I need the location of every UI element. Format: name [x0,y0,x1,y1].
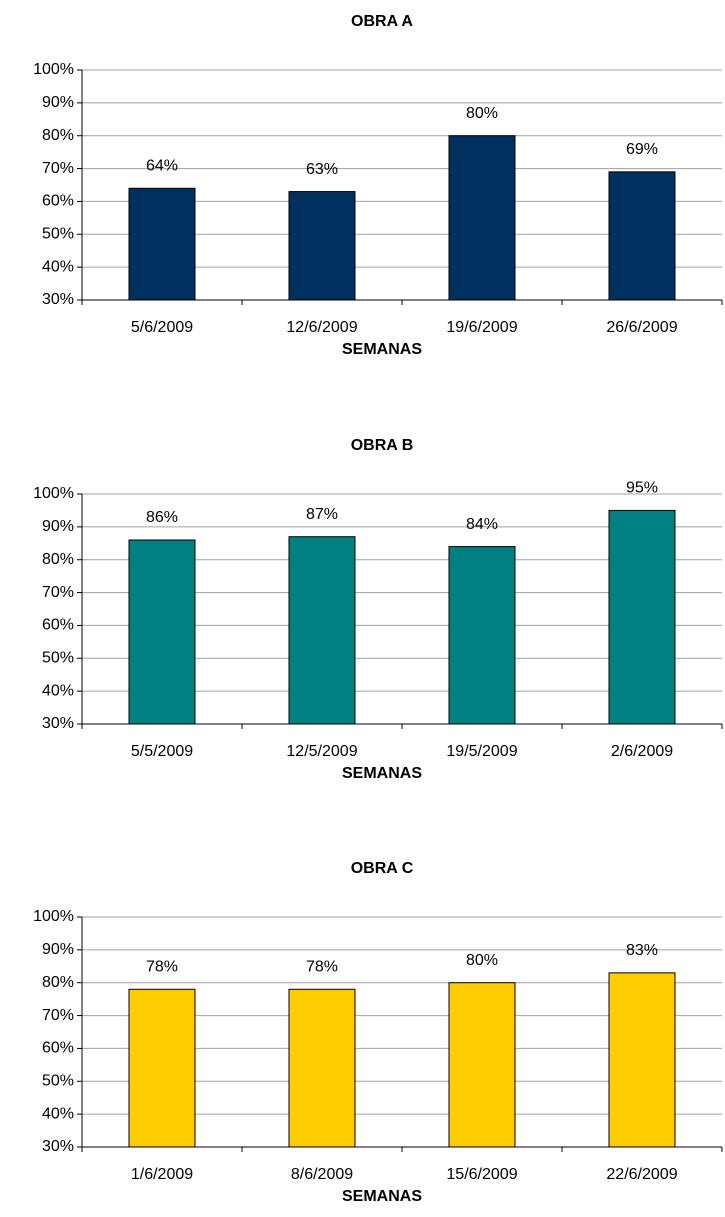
x-axis-label: SEMANAS [342,1188,422,1205]
bar [448,546,516,725]
y-tick-label: 90% [42,94,74,111]
x-tick-label: 8/6/2009 [291,1166,353,1183]
data-label: 95% [626,480,658,497]
y-tick-label: 100% [33,61,74,78]
data-label: 83% [626,942,658,959]
y-tick-label: 30% [42,1138,74,1155]
y-tick-label: 80% [42,127,74,144]
bar [288,191,356,301]
x-tick-label: 19/6/2009 [446,319,517,336]
y-tick-label: 100% [33,485,74,502]
bar [128,988,196,1148]
x-tick-label: 12/5/2009 [286,743,357,760]
data-label: 87% [306,506,338,523]
data-label: 86% [146,509,178,526]
chart-title: OBRA B [351,437,414,454]
y-tick-label: 100% [33,908,74,925]
data-label: 78% [306,959,338,976]
y-tick-label: 60% [42,617,74,634]
x-tick-label: 26/6/2009 [606,319,677,336]
x-tick-label: 22/6/2009 [606,1166,677,1183]
bar [288,536,356,725]
y-tick-label: 60% [42,193,74,210]
x-tick-label: 19/5/2009 [446,743,517,760]
bar [128,539,196,725]
y-tick-label: 40% [42,1105,74,1122]
bar [448,135,516,301]
x-axis-label: SEMANAS [342,765,422,782]
y-tick-label: 30% [42,291,74,308]
y-tick-label: 80% [42,974,74,991]
y-tick-label: 50% [42,226,74,243]
y-tick-label: 90% [42,518,74,535]
x-tick-label: 15/6/2009 [446,1166,517,1183]
y-tick-label: 70% [42,584,74,601]
bar [128,187,196,301]
y-tick-label: 70% [42,1007,74,1024]
x-tick-label: 5/6/2009 [131,319,193,336]
y-tick-label: 30% [42,715,74,732]
x-tick-label: 2/6/2009 [611,743,673,760]
y-tick-label: 50% [42,1073,74,1090]
y-tick-label: 90% [42,941,74,958]
bar [608,972,676,1148]
data-label: 78% [146,959,178,976]
data-label: 69% [626,141,658,158]
y-tick-label: 40% [42,258,74,275]
bar [288,988,356,1148]
bar [608,171,676,301]
bar [608,509,676,725]
x-axis-label: SEMANAS [342,341,422,358]
data-label: 84% [466,516,498,533]
x-tick-label: 5/5/2009 [131,743,193,760]
chart-title: OBRA C [351,860,414,877]
data-label: 64% [146,158,178,175]
y-tick-label: 60% [42,1040,74,1057]
chart-title: OBRA A [351,13,413,30]
y-tick-label: 80% [42,551,74,568]
x-tick-label: 12/6/2009 [286,319,357,336]
data-label: 80% [466,952,498,969]
y-tick-label: 70% [42,160,74,177]
x-tick-label: 1/6/2009 [131,1166,193,1183]
y-tick-label: 50% [42,650,74,667]
data-label: 63% [306,161,338,178]
data-label: 80% [466,105,498,122]
bar [448,982,516,1148]
y-tick-label: 40% [42,682,74,699]
